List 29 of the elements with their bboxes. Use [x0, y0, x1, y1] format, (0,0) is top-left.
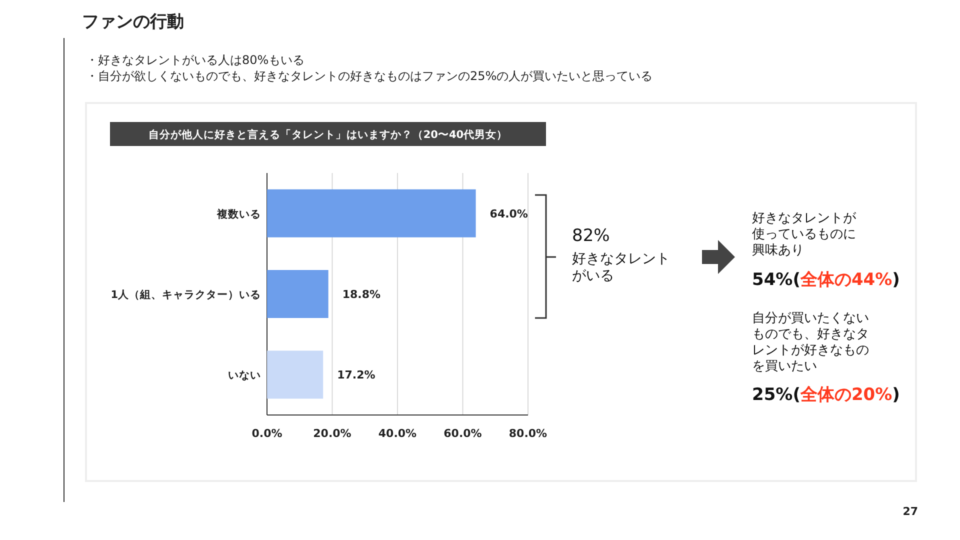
text: 好きなタレントが使っているものに興味あり [752, 211, 857, 258]
text: 全体の20% [799, 385, 892, 405]
text: 好きなタレントがいる [572, 251, 670, 284]
text: ・好きなタレントがいる人は80%もいる [86, 53, 305, 67]
text: 全体の44% [799, 270, 892, 290]
text: 82% [572, 226, 610, 246]
data-label: 17.2% [337, 368, 376, 382]
text: 25%( [752, 385, 800, 405]
chart-title: 自分が他人に好きと言える「タレント」はいますか？（20〜40代男女） [148, 128, 508, 141]
data-label: 18.8% [342, 288, 381, 301]
x-tick-label: 80.0% [508, 427, 548, 440]
data-label: 64.0% [490, 207, 528, 220]
text: ・自分が欲しくないものでも、好きなタレントの好きなものはファンの25%の人が買いたいと思っている [86, 69, 653, 83]
text: ) [892, 385, 900, 405]
y-tick-label: いない [228, 370, 261, 382]
x-tick-label: 40.0% [378, 427, 417, 440]
x-tick-label: 60.0% [444, 427, 482, 440]
text: 54%( [752, 270, 800, 290]
x-tick-label: 0.0% [252, 427, 282, 440]
text: 自分が買いたくないものでも、好きなタレントが好きなものを買いたい [752, 311, 869, 374]
y-tick-label: 複数いる [216, 207, 261, 220]
bar [267, 189, 476, 238]
bar [267, 270, 328, 318]
x-tick-label: 20.0% [313, 427, 352, 440]
text: ファンの行動 [82, 12, 184, 32]
text: ) [892, 270, 900, 290]
y-tick-label: 1人（組、キャラクター）いる [110, 289, 261, 301]
text: 27 [902, 505, 918, 518]
bar [267, 350, 324, 399]
